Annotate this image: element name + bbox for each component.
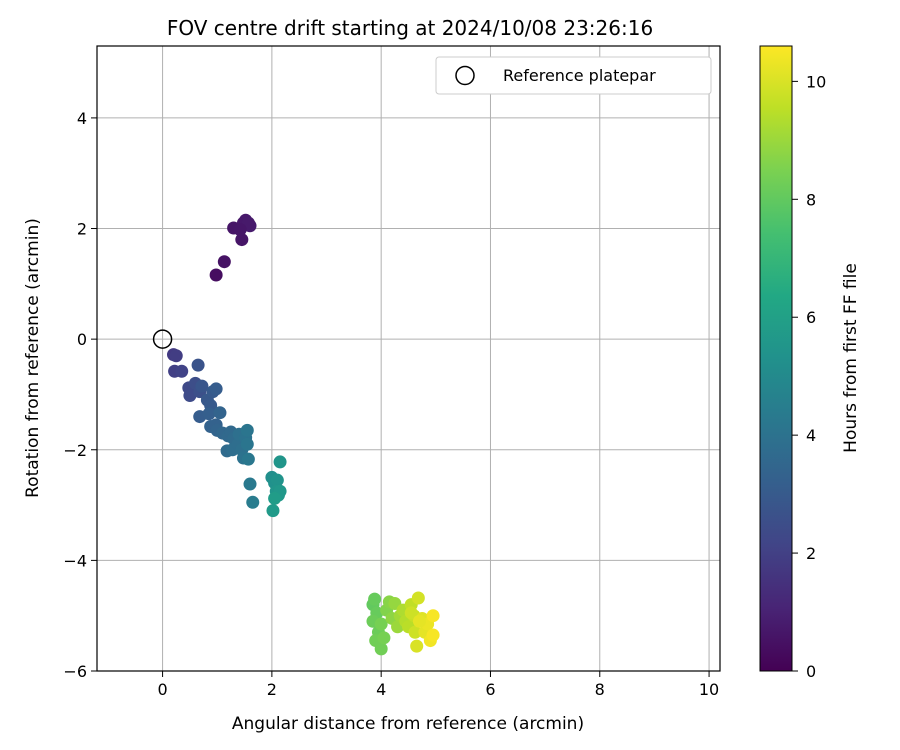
data-point — [374, 642, 388, 656]
data-point — [240, 437, 254, 451]
data-point — [426, 628, 440, 642]
colorbar-tick-label: 0 — [806, 662, 816, 681]
y-axis-ticks: −6 −4 −2 0 2 4 — [63, 109, 97, 681]
data-point — [408, 625, 422, 639]
x-tick-label: 10 — [699, 680, 719, 699]
data-point — [270, 473, 284, 487]
data-point — [241, 452, 255, 466]
legend: Reference platepar — [435, 56, 712, 95]
grid-lines — [97, 46, 720, 672]
colorbar-tick-label: 10 — [806, 72, 826, 91]
x-tick-label: 4 — [376, 680, 386, 699]
data-point — [426, 609, 440, 623]
data-point — [368, 592, 382, 606]
data-point — [213, 406, 227, 420]
colorbar-tick-label: 4 — [806, 426, 816, 445]
legend-marker-reference — [455, 65, 475, 86]
data-point — [412, 614, 426, 628]
data-point — [169, 349, 183, 363]
data-point — [246, 495, 260, 509]
data-point — [374, 617, 388, 631]
data-point — [233, 223, 247, 237]
data-point — [243, 477, 257, 491]
reference-platepar-marker — [152, 329, 173, 349]
data-point — [183, 389, 197, 403]
data-point — [410, 639, 424, 653]
data-point — [217, 255, 231, 269]
data-point — [411, 591, 425, 605]
chart-title: FOV centre drift starting at 2024/10/08 … — [167, 16, 653, 40]
data-point — [209, 268, 223, 282]
x-axis-ticks: 0 2 4 6 8 10 — [157, 671, 719, 699]
data-point — [202, 407, 216, 421]
x-tick-label: 0 — [157, 680, 167, 699]
legend-label-reference: Reference platepar — [503, 66, 656, 85]
y-tick-label: −6 — [63, 662, 87, 681]
data-point — [377, 631, 391, 645]
data-point — [273, 455, 287, 469]
data-point — [191, 358, 205, 372]
x-tick-label: 2 — [267, 680, 277, 699]
data-point — [404, 606, 418, 620]
y-axis-label: Rotation from reference (arcmin) — [23, 218, 43, 498]
colorbar-tick-label: 8 — [806, 190, 816, 209]
y-tick-label: −2 — [63, 441, 87, 460]
x-tick-label: 6 — [485, 680, 495, 699]
y-tick-label: 2 — [77, 220, 87, 239]
data-point — [266, 504, 280, 518]
legend-box — [435, 56, 712, 95]
colorbar-tick-label: 6 — [806, 308, 816, 327]
colorbar-tick-label: 2 — [806, 544, 816, 563]
y-tick-label: −4 — [63, 551, 87, 570]
data-point — [268, 491, 282, 505]
colorbar-label: Hours from first FF file — [841, 263, 861, 453]
colorbar — [759, 45, 793, 672]
x-tick-label: 8 — [595, 680, 605, 699]
data-point — [235, 233, 249, 247]
data-point — [195, 379, 209, 393]
data-point — [209, 382, 223, 396]
y-tick-label: 4 — [77, 109, 87, 128]
y-tick-label: 0 — [77, 330, 87, 349]
reference-point — [152, 329, 173, 349]
colorbar-ticks: 0 2 4 6 8 10 — [792, 72, 826, 681]
data-point — [175, 364, 189, 378]
plot-frame — [96, 45, 721, 672]
data-points — [167, 213, 440, 656]
data-point — [240, 423, 254, 437]
x-axis-label: Angular distance from reference (arcmin) — [232, 714, 584, 734]
